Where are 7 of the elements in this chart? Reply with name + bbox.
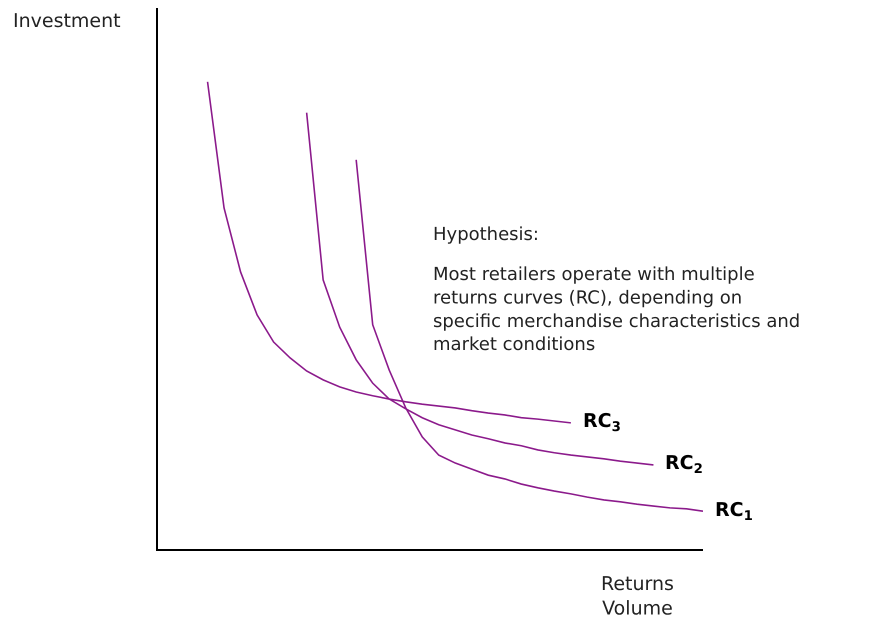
annotation: Most retailers operate with multiple returns curves (RC), depending on specific merchandise characteristics and market conditions <box>433 264 800 356</box>
y-axis-title: Investment <box>13 10 121 32</box>
x-axis-title: Returns Volume <box>601 573 674 620</box>
series-label: RC$_{1}$ <box>715 499 753 524</box>
annotation: Hypothesis: <box>433 224 539 245</box>
series-label: RC$_{3}$ <box>583 410 621 435</box>
series-label: RC$_{2}$ <box>665 452 703 477</box>
